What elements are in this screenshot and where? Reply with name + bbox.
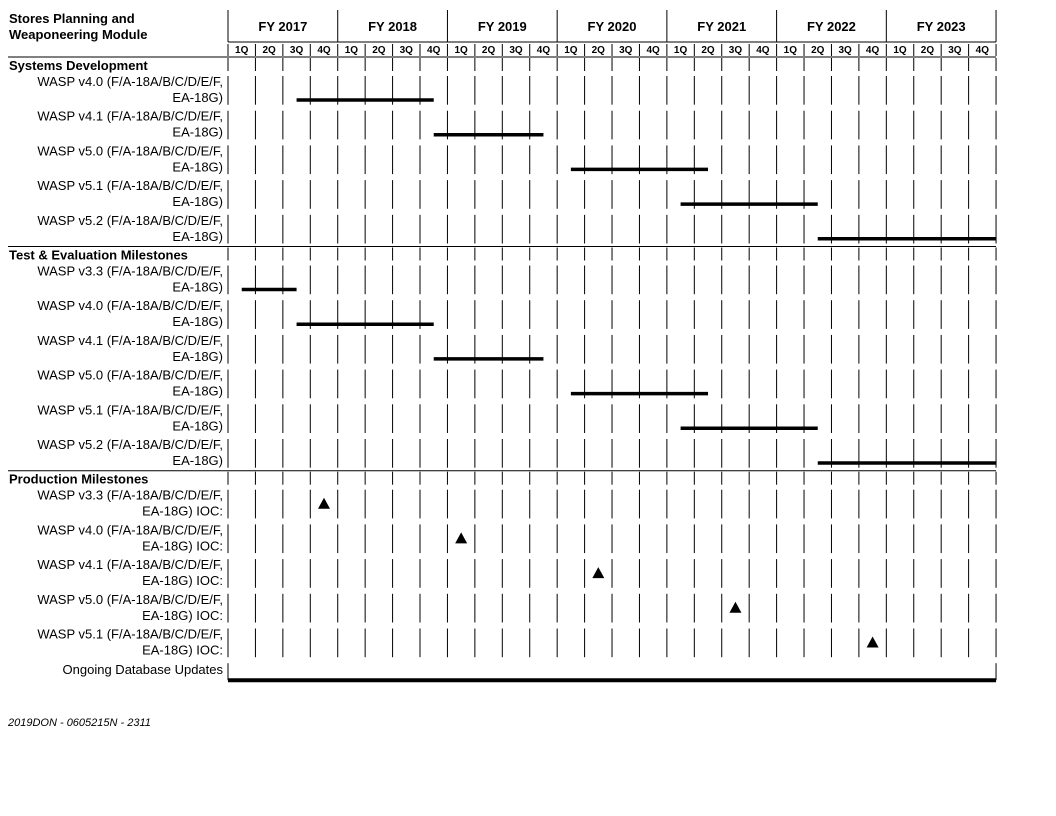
row-label: EA-18G) IOC:	[142, 608, 223, 623]
quarter-label: 1Q	[784, 45, 798, 56]
row-label: EA-18G)	[172, 159, 223, 174]
milestone-triangle	[318, 497, 331, 509]
bar-layer	[228, 98, 997, 683]
quarter-label: 2Q	[921, 45, 935, 56]
quarter-label: 1Q	[893, 45, 907, 56]
row-label: WASP v5.2 (F/A-18A/B/C/D/E/F,	[37, 437, 223, 452]
fiscal-year-label: FY 2020	[588, 19, 637, 34]
section-title: Production Milestones	[9, 472, 148, 487]
row-label: EA-18G)	[172, 194, 223, 209]
row-label: WASP v4.0 (F/A-18A/B/C/D/E/F,	[37, 522, 223, 537]
row-label: WASP v4.0 (F/A-18A/B/C/D/E/F,	[37, 74, 223, 89]
row-label: WASP v3.3 (F/A-18A/B/C/D/E/F,	[37, 488, 223, 503]
milestone-triangle	[729, 601, 742, 613]
row-label: WASP v3.3 (F/A-18A/B/C/D/E/F,	[37, 264, 223, 279]
ongoing-label: Ongoing Database Updates	[63, 662, 224, 677]
row-label: EA-18G)	[172, 418, 223, 433]
milestone-triangle	[866, 636, 879, 648]
quarter-label: 2Q	[262, 45, 276, 56]
row-label: EA-18G) IOC:	[142, 573, 223, 588]
row-label: WASP v5.1 (F/A-18A/B/C/D/E/F,	[37, 402, 223, 417]
quarter-label: 1Q	[674, 45, 688, 56]
quarter-label: 3Q	[400, 45, 414, 56]
row-label: WASP v5.0 (F/A-18A/B/C/D/E/F,	[37, 592, 223, 607]
row-label: WASP v4.1 (F/A-18A/B/C/D/E/F,	[37, 333, 223, 348]
row-label: EA-18G)	[172, 90, 223, 105]
quarter-label: 4Q	[756, 45, 770, 56]
quarter-label: 4Q	[427, 45, 441, 56]
row-label: WASP v4.1 (F/A-18A/B/C/D/E/F,	[37, 109, 223, 124]
row-label: WASP v5.0 (F/A-18A/B/C/D/E/F,	[37, 143, 223, 158]
section-title: Test & Evaluation Milestones	[9, 248, 188, 263]
quarter-label: 3Q	[619, 45, 633, 56]
section-title: Systems Development	[9, 58, 148, 73]
fiscal-year-label: FY 2018	[368, 19, 417, 34]
quarter-label: 2Q	[372, 45, 386, 56]
quarter-label: 4Q	[976, 45, 990, 56]
row-label: EA-18G)	[172, 125, 223, 140]
row-label: WASP v4.0 (F/A-18A/B/C/D/E/F,	[37, 298, 223, 313]
quarter-label: 1Q	[564, 45, 578, 56]
row-label: EA-18G) IOC:	[142, 538, 223, 553]
quarter-label: 1Q	[345, 45, 359, 56]
fiscal-year-label: FY 2017	[258, 19, 307, 34]
row-label: WASP v5.0 (F/A-18A/B/C/D/E/F,	[37, 368, 223, 383]
quarter-label: 3Q	[948, 45, 962, 56]
quarter-label: 1Q	[235, 45, 249, 56]
fiscal-year-label: FY 2021	[697, 19, 746, 34]
row-label: EA-18G) IOC:	[142, 643, 223, 658]
quarter-label: 2Q	[701, 45, 715, 56]
title-line: Stores Planning and	[9, 11, 135, 26]
quarter-label: 4Q	[866, 45, 880, 56]
row-label: EA-18G) IOC:	[142, 504, 223, 519]
row-label: WASP v4.1 (F/A-18A/B/C/D/E/F,	[37, 557, 223, 572]
row-label: WASP v5.1 (F/A-18A/B/C/D/E/F,	[37, 178, 223, 193]
quarter-label: 1Q	[454, 45, 468, 56]
fiscal-year-label: FY 2019	[478, 19, 527, 34]
quarter-label: 3Q	[839, 45, 853, 56]
fiscal-year-label: FY 2023	[917, 19, 966, 34]
quarter-label: 4Q	[646, 45, 660, 56]
document-footer: 2019DON - 0605215N - 2311	[8, 717, 151, 729]
quarter-label: 2Q	[811, 45, 825, 56]
quarter-label: 3Q	[729, 45, 743, 56]
row-label: EA-18G)	[172, 384, 223, 399]
row-label: EA-18G)	[172, 229, 223, 244]
row-label: EA-18G)	[172, 349, 223, 364]
quarter-label: 3Q	[290, 45, 304, 56]
milestone-triangle	[592, 567, 605, 579]
quarter-label: 3Q	[509, 45, 523, 56]
row-label: WASP v5.1 (F/A-18A/B/C/D/E/F,	[37, 627, 223, 642]
quarter-label: 2Q	[482, 45, 496, 56]
quarter-label: 2Q	[592, 45, 606, 56]
row-label: EA-18G)	[172, 314, 223, 329]
title-line: Weaponeering Module	[9, 27, 147, 42]
row-label: WASP v5.2 (F/A-18A/B/C/D/E/F,	[37, 213, 223, 228]
fiscal-year-label: FY 2022	[807, 19, 856, 34]
milestone-triangle	[455, 532, 468, 544]
quarter-label: 4Q	[537, 45, 551, 56]
row-label: EA-18G)	[172, 280, 223, 295]
row-label: EA-18G)	[172, 453, 223, 468]
quarter-label: 4Q	[317, 45, 331, 56]
